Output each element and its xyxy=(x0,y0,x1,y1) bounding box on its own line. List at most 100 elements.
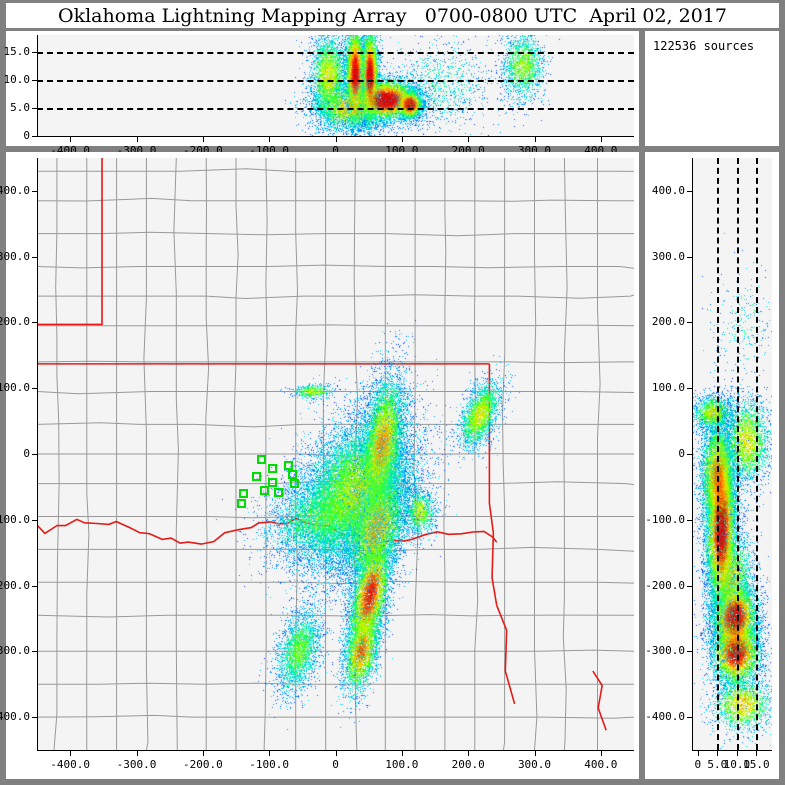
y-axis-tick xyxy=(32,651,38,653)
y-axis-tick-label: 300.0 xyxy=(651,249,685,263)
y-axis-tick xyxy=(32,322,38,324)
y-axis-tick-label: -300.0 xyxy=(645,644,685,658)
y-axis-tick xyxy=(687,256,693,258)
gridline-horizontal xyxy=(37,79,634,82)
x-axis-tick xyxy=(468,750,470,756)
y-axis-tick xyxy=(32,256,38,258)
x-axis-tick xyxy=(202,750,204,756)
x-axis-tick-label: 100.0 xyxy=(385,758,419,771)
y-axis-tick-label: 400.0 xyxy=(0,183,30,197)
y-axis-tick-label: 100.0 xyxy=(651,381,685,395)
y-axis-tick-label: -400.0 xyxy=(0,710,30,724)
x-axis-tick-label: -300.0 xyxy=(116,758,157,771)
gridline-vertical xyxy=(756,158,759,750)
x-axis-tick xyxy=(736,750,738,756)
y-axis-tick-label: 0 xyxy=(678,447,685,460)
x-axis-tick xyxy=(600,750,602,756)
panel-time-height: 0 5.0 10.0 15.0 -400.0 -300.0 -200.0 -100.0 0 100… xyxy=(3,31,639,157)
y-axis-tick xyxy=(32,519,38,521)
y-axis-tick xyxy=(32,454,38,455)
y-axis-tick-label: -200.0 xyxy=(0,578,30,592)
y-axis-tick xyxy=(32,388,38,390)
y-axis-line xyxy=(37,35,38,136)
y-axis-tick xyxy=(32,585,38,587)
y-axis-tick xyxy=(32,51,38,53)
gridline-horizontal xyxy=(37,107,634,110)
sources-count-panel: 122536 sources xyxy=(645,31,779,146)
lma-station-marker[interactable] xyxy=(268,464,278,474)
y-axis-tick-label: 10.0 xyxy=(3,72,31,86)
y-axis-tick-label: 0 xyxy=(23,129,30,142)
y-axis-tick-label: 300.0 xyxy=(0,249,30,263)
lma-station-marker[interactable] xyxy=(283,460,293,470)
y-axis-tick-label: 0 xyxy=(23,447,30,460)
plot-area-plan-view[interactable] xyxy=(37,158,634,750)
lma-station-marker[interactable] xyxy=(237,498,247,508)
x-axis-tick xyxy=(70,136,72,142)
lma-station-marker[interactable] xyxy=(287,469,297,479)
page-title: Oklahoma Lightning Mapping Array 0700-08… xyxy=(58,4,727,27)
x-axis-tick-label: 0 xyxy=(694,758,702,771)
y-axis-tick-label: 200.0 xyxy=(651,315,685,329)
x-axis-tick-label: -200.0 xyxy=(182,758,223,771)
x-axis-tick-label: 10.0 xyxy=(723,758,751,771)
x-axis-tick-label: 5.0 xyxy=(707,758,728,771)
plot-area-time-height[interactable] xyxy=(37,35,634,136)
title-bar: Oklahoma Lightning Mapping Array 0700-08… xyxy=(6,3,779,28)
x-axis-tick xyxy=(335,136,337,142)
lightning-sources-plan-view xyxy=(37,158,634,750)
lightning-sources-time-height xyxy=(37,35,634,136)
x-axis-tick xyxy=(70,750,72,756)
lma-station-marker[interactable] xyxy=(251,471,261,481)
y-axis-tick xyxy=(687,190,693,192)
x-axis-tick-label: -100.0 xyxy=(249,758,290,771)
plot-area-height-north[interactable] xyxy=(692,158,772,750)
y-axis-tick-label: -400.0 xyxy=(645,710,685,724)
y-axis-tick-label: -200.0 xyxy=(645,578,685,592)
y-axis-tick-label: 400.0 xyxy=(651,183,685,197)
lightning-sources-height-north xyxy=(692,158,772,750)
y-axis-tick xyxy=(32,136,38,137)
lma-station-marker[interactable] xyxy=(290,478,300,488)
y-axis-tick-label: 100.0 xyxy=(0,381,30,395)
y-axis-tick xyxy=(32,107,38,109)
x-axis-tick xyxy=(136,750,138,756)
gridline-horizontal xyxy=(37,51,634,54)
x-axis-tick xyxy=(534,136,536,142)
y-axis-tick xyxy=(687,519,693,521)
x-axis-tick-label: 0 xyxy=(332,144,339,157)
y-axis-tick xyxy=(687,454,693,455)
y-axis-tick-label: 15.0 xyxy=(3,44,31,58)
lma-station-marker[interactable] xyxy=(259,486,269,496)
lma-station-marker[interactable] xyxy=(267,477,277,487)
y-axis-tick-label: -100.0 xyxy=(645,512,685,526)
y-axis-tick xyxy=(687,585,693,587)
sources-count-label: 122536 sources xyxy=(653,39,755,53)
x-axis-tick xyxy=(401,750,403,756)
x-axis-line xyxy=(692,750,772,751)
x-axis-tick-label: 15.0 xyxy=(743,758,770,771)
lma-station-marker[interactable] xyxy=(274,488,284,498)
panel-plan-view: -400.0 -300.0 -200.0 -100.0 0 100.0 200.0 300.0… xyxy=(0,152,639,779)
y-axis-tick xyxy=(32,190,38,192)
x-axis-tick-label: 400.0 xyxy=(584,758,618,771)
y-axis-tick-label: 200.0 xyxy=(0,315,30,329)
x-axis-tick-label: -400.0 xyxy=(50,758,91,771)
x-axis-tick xyxy=(136,136,138,142)
x-axis-tick xyxy=(600,136,602,142)
lma-station-marker[interactable] xyxy=(257,455,267,465)
x-axis-tick xyxy=(468,136,470,142)
y-axis-tick xyxy=(687,322,693,324)
x-axis-tick-label: 300.0 xyxy=(517,758,552,771)
gridline-vertical xyxy=(736,158,739,750)
x-axis-tick xyxy=(269,750,271,756)
y-axis-tick xyxy=(687,388,693,390)
x-axis-tick xyxy=(269,136,271,142)
y-axis-tick-label: 5.0 xyxy=(10,100,30,114)
gridline-vertical xyxy=(717,158,720,750)
y-axis-tick-label: -100.0 xyxy=(0,512,30,526)
lma-station-marker[interactable] xyxy=(238,489,248,499)
x-axis-tick xyxy=(534,750,536,756)
y-axis-tick xyxy=(32,717,38,719)
